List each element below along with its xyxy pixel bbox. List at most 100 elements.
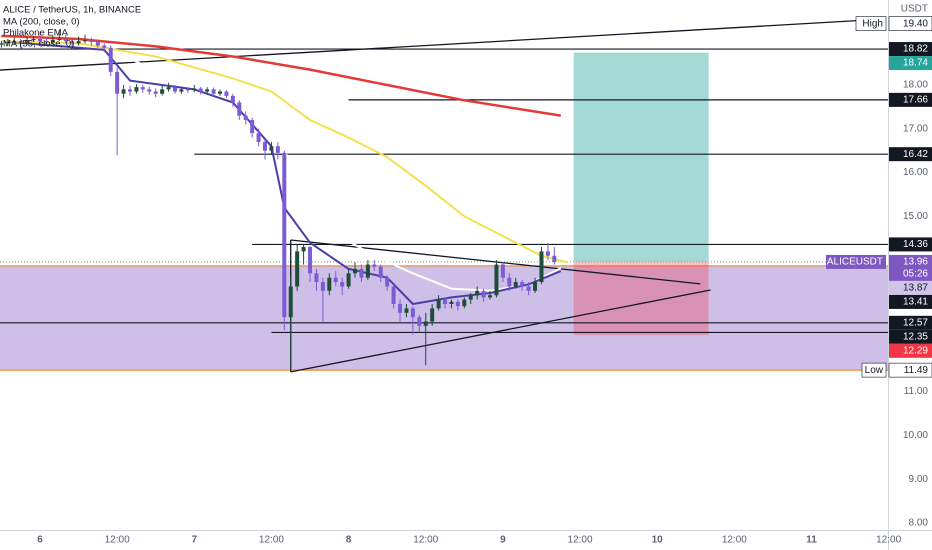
price-label: 16.42 xyxy=(903,149,928,160)
candle-body xyxy=(320,282,325,291)
candle-body xyxy=(134,87,139,92)
candle-body xyxy=(237,102,242,116)
price-label: 12.29 xyxy=(903,345,928,356)
y-tick-label: 16.00 xyxy=(903,167,928,178)
price-tag: ALICEUSDT xyxy=(827,257,883,268)
price-label: 17.66 xyxy=(903,95,928,106)
price-label-bg xyxy=(888,362,932,378)
x-tick-label: 12:00 xyxy=(876,535,901,546)
y-tick-label: 11.00 xyxy=(904,386,929,397)
indicator-label: MA (200, close, 0) xyxy=(3,17,80,28)
price-label-bg xyxy=(889,315,932,330)
price-tag-bg xyxy=(855,16,887,31)
y-tick-label: 17.00 xyxy=(903,123,928,134)
candle-body xyxy=(230,95,235,103)
candle-body xyxy=(500,264,505,278)
x-tick-label: 12:00 xyxy=(722,535,747,546)
x-tick-label: 9 xyxy=(500,535,506,546)
candle-body xyxy=(288,286,293,318)
candle-body xyxy=(18,41,23,43)
x-tick-label: 12:00 xyxy=(413,535,438,546)
price-label: 12.57 xyxy=(903,317,928,328)
candle-body xyxy=(488,295,493,298)
candle-body xyxy=(398,303,403,313)
candle-body xyxy=(526,286,531,291)
candle-body xyxy=(256,133,261,142)
price-label: 14.36 xyxy=(903,239,928,250)
price-label-bg xyxy=(889,294,932,309)
indicator-line xyxy=(1,40,568,264)
x-tick-label: 12:00 xyxy=(259,535,284,546)
candle-body xyxy=(545,251,550,256)
price-tag: High xyxy=(862,18,883,29)
price-label-bg xyxy=(889,92,932,107)
candle-body xyxy=(205,89,210,92)
candle-body xyxy=(455,301,460,307)
y-tick-label: 8.00 xyxy=(909,518,929,529)
candle-body xyxy=(211,89,216,94)
candle-body xyxy=(539,251,544,283)
candle-body xyxy=(430,308,435,322)
trend-line xyxy=(290,289,711,373)
price-tag-bg xyxy=(826,254,886,269)
candle-body xyxy=(31,38,36,41)
candle-body xyxy=(436,299,441,309)
candle-body xyxy=(391,286,396,304)
candle-body xyxy=(449,301,454,304)
candle-body xyxy=(185,89,190,91)
price-label: 13.41 xyxy=(903,297,928,308)
candle-body xyxy=(468,295,473,300)
price-label-bg xyxy=(889,280,932,295)
candle-body xyxy=(475,290,480,296)
price-label-bg xyxy=(889,147,932,162)
candle-body xyxy=(327,277,332,291)
candle-body xyxy=(76,41,81,44)
candle-body xyxy=(378,266,383,278)
candle-body xyxy=(365,264,370,278)
candle-body xyxy=(0,43,4,45)
candle-body xyxy=(147,89,152,92)
price-label: 18.74 xyxy=(903,58,928,69)
candle-body xyxy=(308,247,313,274)
candle-body xyxy=(533,282,538,291)
indicator-label: Philakone EMA xyxy=(3,28,69,39)
candle-body xyxy=(102,45,107,48)
candle-body xyxy=(12,41,17,43)
x-tick-label: 8 xyxy=(346,535,352,546)
candle-body xyxy=(520,282,525,287)
candle-body xyxy=(218,91,223,94)
candle-body xyxy=(250,120,255,134)
y-tick-label: 9.00 xyxy=(909,474,929,485)
price-label: 13.87 xyxy=(903,283,928,294)
candle-body xyxy=(385,277,390,287)
candle-body xyxy=(423,321,428,326)
candle-body xyxy=(127,89,132,92)
candle-body xyxy=(263,141,268,151)
candle-body xyxy=(462,299,467,307)
candle-body xyxy=(57,38,62,40)
price-label-bg xyxy=(889,56,932,71)
candle-body xyxy=(269,146,274,151)
candle-body xyxy=(224,91,229,96)
candle-body xyxy=(140,87,145,90)
candle-body xyxy=(108,47,113,72)
price-label-bg xyxy=(889,42,932,57)
trend-line xyxy=(0,19,866,71)
position-profit xyxy=(573,52,709,262)
candle-body xyxy=(295,251,300,287)
price-label-bg xyxy=(889,237,932,252)
candle-body xyxy=(353,268,358,274)
candle-body xyxy=(89,40,94,43)
candle-body xyxy=(243,115,248,121)
candle-body xyxy=(153,91,158,94)
y-tick-label: 15.00 xyxy=(903,211,928,222)
candle-body xyxy=(25,40,30,43)
x-tick-label: 6 xyxy=(37,535,43,546)
candle-body xyxy=(552,255,557,262)
candle-body xyxy=(346,273,351,287)
price-label: 11.49 xyxy=(904,365,929,376)
candle-body xyxy=(173,87,178,92)
candle-body xyxy=(404,308,409,313)
price-label: 12.35 xyxy=(903,331,928,342)
